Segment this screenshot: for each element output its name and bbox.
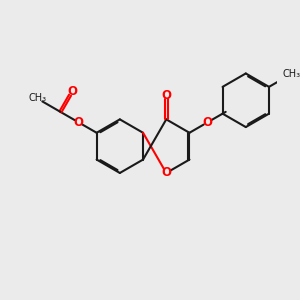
- Text: O: O: [161, 88, 171, 102]
- Text: CH₃: CH₃: [283, 69, 300, 79]
- Text: O: O: [161, 167, 171, 179]
- Text: O: O: [74, 116, 83, 129]
- Text: O: O: [67, 85, 77, 98]
- Text: O: O: [202, 116, 213, 129]
- Text: CH₃: CH₃: [28, 93, 46, 103]
